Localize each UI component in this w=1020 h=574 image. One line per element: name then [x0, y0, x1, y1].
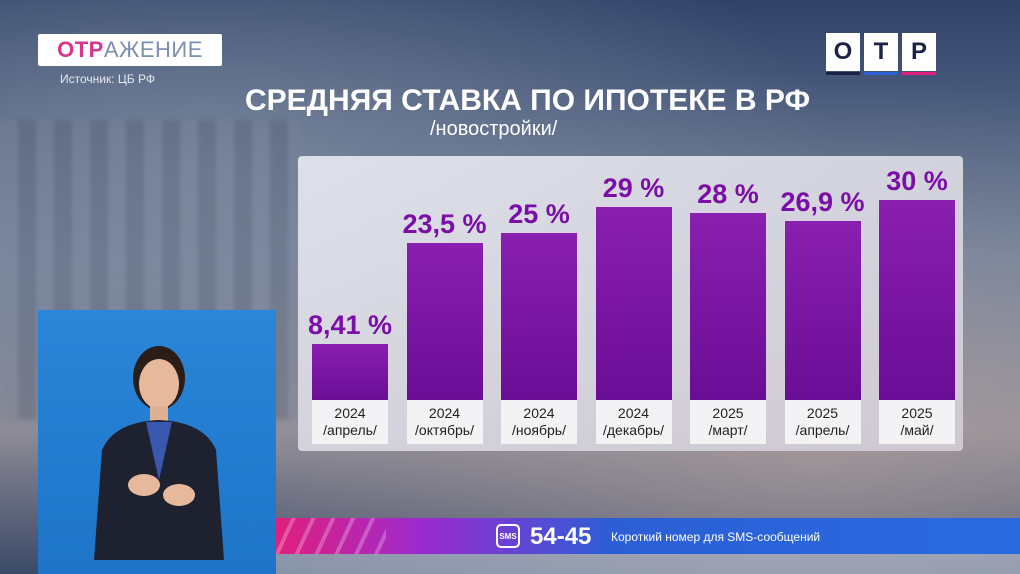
- bar-value-label: 8,41 %: [307, 309, 393, 340]
- network-logo-letter-t: Т: [864, 33, 898, 75]
- bar: [312, 343, 388, 400]
- bar: [784, 220, 861, 400]
- network-logo: О Т Р: [826, 33, 936, 75]
- channel-logo-rest: АЖЕНИЕ: [103, 37, 203, 62]
- bar: [406, 243, 483, 400]
- footer-lower-strip: [276, 554, 1020, 574]
- category-label: 2025/март/: [690, 400, 766, 444]
- sms-caption: Короткий номер для SMS-сообщений: [611, 530, 821, 544]
- bar-value-label: 23,5 %: [402, 209, 487, 240]
- category-label: 2024/ноябрь/: [501, 400, 577, 444]
- sms-number: 54-45: [530, 523, 592, 550]
- footer-bar: [276, 518, 1020, 554]
- chart-subtitle: /новостройки/: [430, 118, 558, 140]
- network-logo-letter-r: Р: [902, 33, 936, 75]
- category-label: 2024/октябрь/: [406, 400, 483, 444]
- channel-logo-prefix: ОТР: [57, 37, 104, 62]
- channel-logo: ОТР АЖЕНИЕ: [38, 34, 222, 66]
- bar-value-label: 30 %: [886, 166, 948, 196]
- footer-stripes: [276, 518, 386, 554]
- sign-language-interpreter: [94, 346, 224, 560]
- bar-value-label: 28 %: [697, 179, 759, 210]
- category-label: 2024/декабрь/: [595, 400, 672, 444]
- bar-value-label: 29 %: [602, 172, 665, 203]
- bar: [501, 233, 577, 400]
- sms-icon: SMS: [496, 524, 520, 548]
- network-logo-letter-o: О: [826, 33, 860, 75]
- category-label: 2025/май/: [879, 400, 955, 444]
- chart-title: СРЕДНЯЯ СТАВКА ПО ИПОТЕКЕ В РФ: [245, 84, 811, 117]
- source-text: Источник: ЦБ РФ: [60, 72, 155, 86]
- bar-value-label: 25 %: [508, 199, 570, 230]
- bar-value-label: 26,9 %: [780, 186, 865, 217]
- category-label: 2025/апрель/: [784, 400, 861, 444]
- category-label: 2024/апрель/: [312, 400, 388, 444]
- chart-panel: 8,41 % 2024/апрель/23,5 % 2024/октябрь/25 …: [298, 156, 963, 451]
- bar: [690, 213, 766, 400]
- bar: [595, 206, 672, 400]
- bar: [879, 200, 955, 400]
